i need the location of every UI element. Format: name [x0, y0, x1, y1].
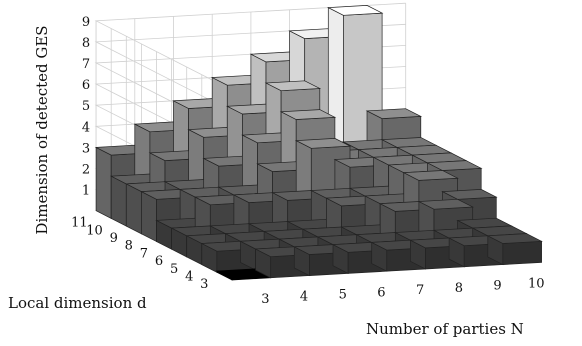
- bar-side-face: [95, 146, 112, 219]
- z-tick-label: 6: [82, 78, 90, 93]
- z-tick-label: 3: [82, 141, 90, 156]
- x-tick-label: 3: [261, 292, 269, 307]
- y-tick-label: 9: [110, 231, 118, 246]
- z-axis-label: Dimension of detected GES: [33, 25, 51, 234]
- bars-layer: [94, 5, 543, 281]
- y-tick-label: 10: [86, 223, 103, 238]
- x-tick-label: 8: [455, 281, 463, 296]
- bar-top-face: [402, 170, 459, 181]
- y-tick-label: 5: [170, 262, 178, 277]
- bar-top-face: [294, 138, 352, 149]
- x-tick-label: 7: [416, 283, 424, 298]
- labels-layer: Dimension of detected GES Local dimensio…: [8, 15, 545, 338]
- y-tick-label: 4: [185, 269, 193, 284]
- x-tick-label: 6: [377, 285, 385, 300]
- y-tick-label: 11: [71, 216, 88, 231]
- x-tick-label: 5: [339, 288, 347, 303]
- bar-top-face: [279, 109, 337, 120]
- y-axis-label: Local dimension d: [8, 294, 147, 312]
- x-tick-label: 10: [528, 277, 545, 292]
- z-tick-label: 7: [82, 57, 90, 72]
- bar-top-face: [486, 233, 543, 244]
- bar-top-face: [441, 189, 498, 200]
- z-tick-label: 4: [82, 120, 90, 135]
- bar-top-face: [417, 198, 475, 210]
- z-tick-label: 8: [82, 36, 90, 51]
- bar-side-face: [110, 175, 127, 227]
- y-tick-label: 7: [140, 246, 148, 261]
- bar-side-face: [141, 191, 157, 243]
- bar-top-face: [426, 160, 483, 171]
- x-tick-label: 4: [300, 290, 308, 305]
- z-tick-label: 9: [82, 15, 90, 30]
- y-tick-label: 3: [200, 277, 208, 292]
- bar-top-face: [326, 5, 384, 16]
- bar-top-face: [365, 108, 423, 119]
- bar-front-face: [502, 240, 542, 265]
- z-tick-label: 1: [82, 184, 90, 199]
- x-tick-label: 9: [493, 279, 501, 294]
- bar-side-face: [125, 183, 142, 235]
- x-axis-label: Number of parties N: [366, 320, 524, 338]
- bar-N10-d3: [486, 233, 543, 266]
- y-tick-label: 8: [125, 239, 133, 254]
- y-tick-label: 6: [155, 254, 163, 269]
- bar-top-face: [264, 80, 322, 92]
- z-tick-label: 2: [82, 163, 90, 178]
- z-tick-label: 5: [82, 99, 90, 114]
